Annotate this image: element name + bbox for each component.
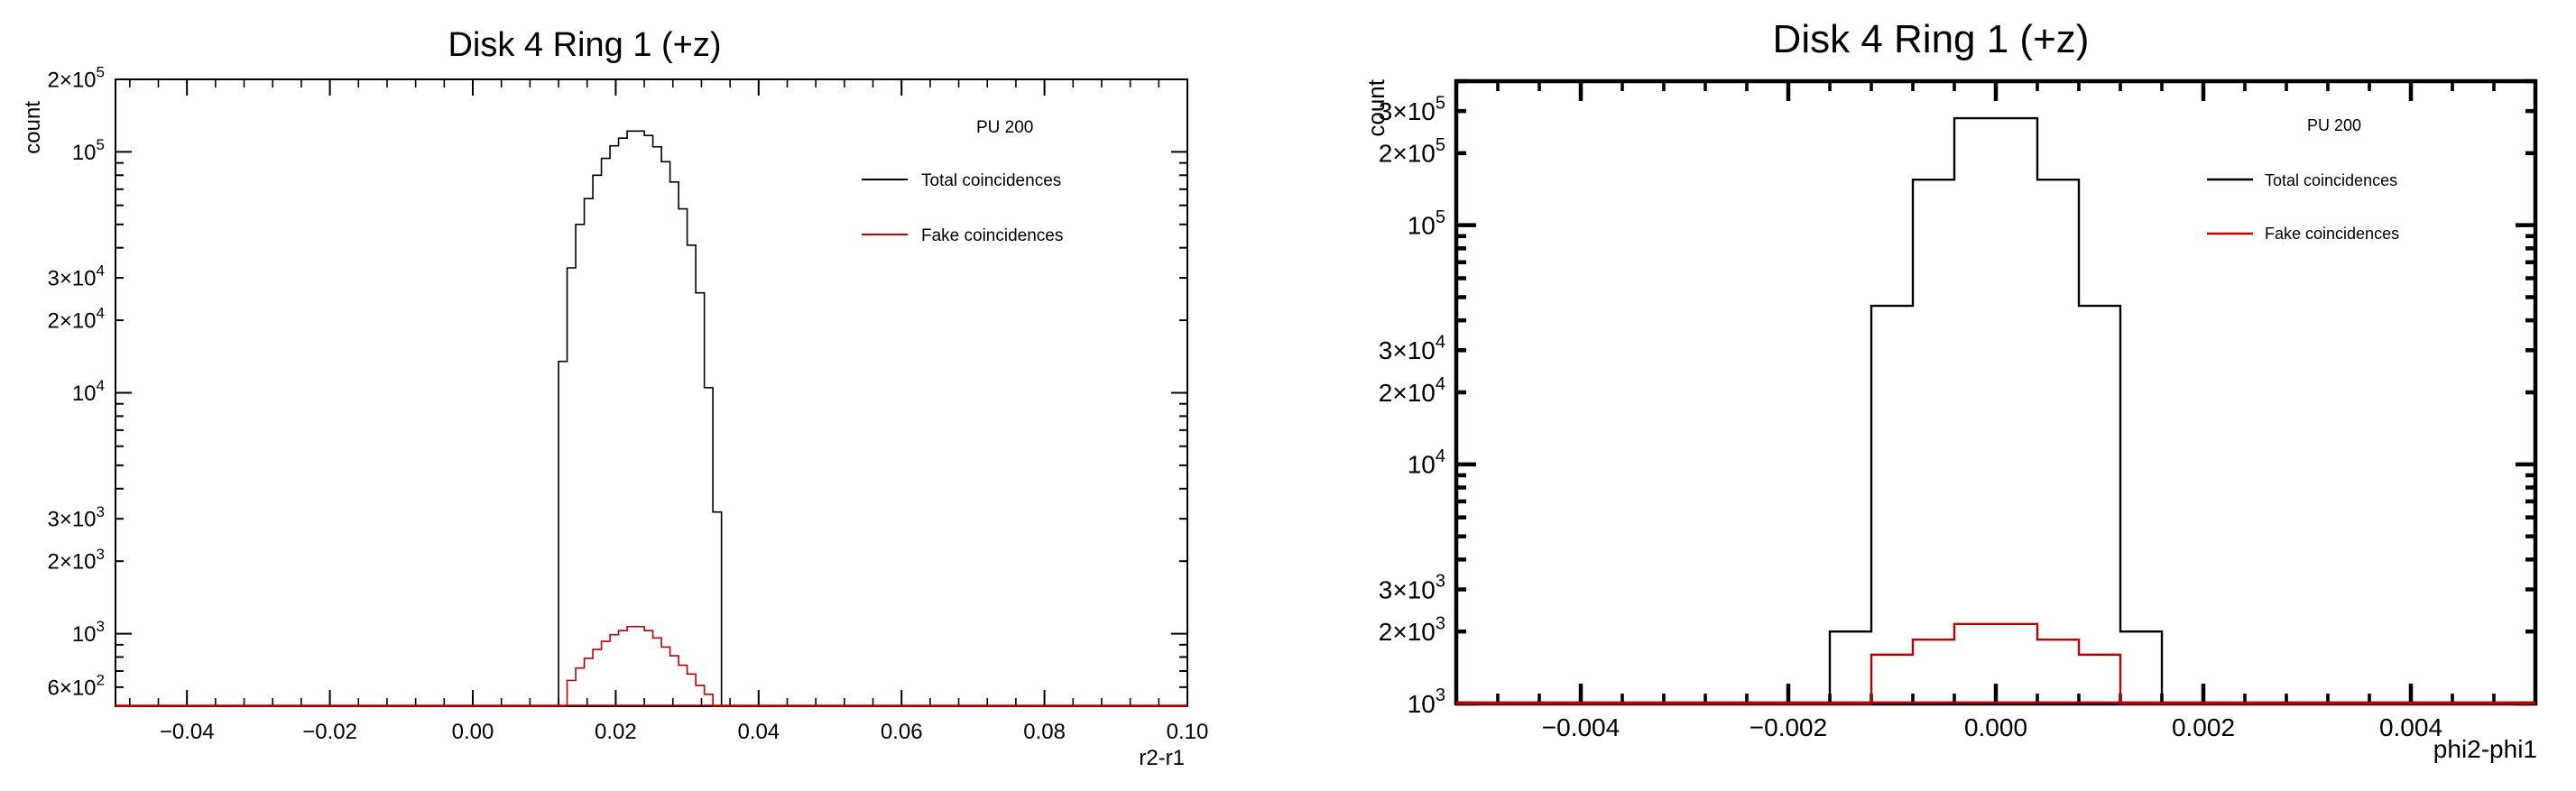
legend: PU 200 Total coincidences Fake coinciden… [2207,116,2399,243]
legend-label-total: Total coincidences [2265,171,2397,189]
y-tick-label: 2×104 [47,305,105,334]
y-tick-label: 103 [72,618,105,647]
y-tick-label: 2×105 [47,64,105,93]
chart-title: Disk 4 Ring 1 (+z) [448,26,721,64]
y-tick-label: 2×105 [1379,135,1445,168]
legend-label-total: Total coincidences [921,171,1061,190]
x-axis-label: phi2-phi1 [2433,735,2537,763]
x-tick-label: 0.06 [881,720,923,744]
y-tick-label: 3×103 [1379,572,1445,604]
series-fake-line [115,625,1187,707]
y-tick-label: 3×103 [47,503,105,532]
y-tick-label: 2×104 [1379,374,1445,407]
x-tick-label: 0.04 [737,720,780,744]
legend: PU 200 Total coincidences Fake coinciden… [862,118,1063,245]
x-tick-label: 0.02 [595,720,637,744]
y-axis-label: count [1362,78,1390,136]
y-tick-label: 105 [72,136,105,165]
y-tick-label: 6×102 [47,671,105,700]
legend-label-fake: Fake coincidences [2265,225,2399,243]
x-tick-label: 0.002 [2172,713,2235,741]
chart-title: Disk 4 Ring 1 (+z) [1773,17,2090,61]
y-minor-ticks [115,78,1187,707]
histogram-r2-r1: Disk 4 Ring 1 (+z) count r2-r1 PU 200 To… [21,26,1208,770]
legend-header: PU 200 [976,118,1033,137]
series-fake-line [1456,622,2535,705]
x-tick-label: 0.08 [1023,720,1066,744]
y-tick-label: 104 [72,377,105,406]
y-tick-label: 2×103 [47,546,105,575]
y-axis-label: count [21,101,45,154]
x-tick-label: −0.04 [160,720,215,744]
y-tick-label: 3×105 [1379,93,1445,125]
y-tick-label: 105 [1408,207,1445,240]
x-tick-label: 0.00 [452,720,494,744]
y-tick-label: 3×104 [1379,333,1445,365]
y-tick-label: 103 [1408,685,1445,718]
series-total-line [115,130,1187,707]
y-tick-label: 2×103 [1379,613,1445,646]
x-tick-label: 0.10 [1167,720,1209,744]
x-tick-label: −0.004 [1542,713,1620,741]
y-tick-label: 104 [1408,446,1445,479]
x-tick-label: −0.02 [302,720,357,744]
x-tick-label: −0.002 [1750,713,1827,741]
legend-label-fake: Fake coincidences [921,226,1063,245]
x-tick-label: 0.004 [2379,713,2442,741]
x-tick-label: 0.000 [1964,713,2027,741]
legend-header: PU 200 [2307,116,2361,134]
x-axis-label: r2-r1 [1139,746,1185,770]
y-tick-label: 3×104 [47,262,105,291]
series-total-line [1456,116,2535,705]
histogram-phi2-phi1: Disk 4 Ring 1 (+z) count phi2-phi1 PU 20… [1362,17,2538,763]
